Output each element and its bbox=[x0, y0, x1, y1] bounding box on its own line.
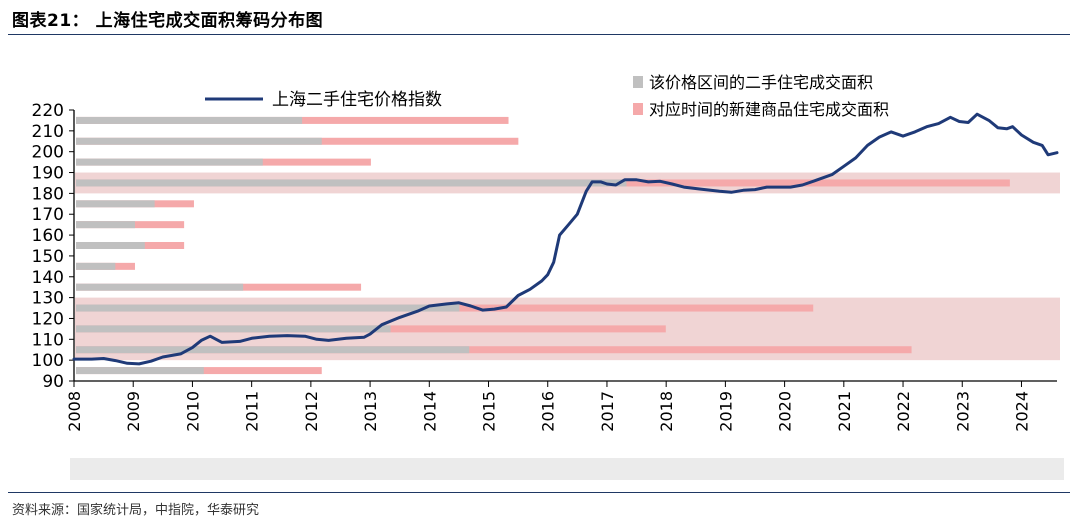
footer-rule bbox=[8, 492, 1070, 493]
x-tick-label: 2008 bbox=[65, 391, 84, 432]
y-tick-label: 140 bbox=[32, 268, 64, 288]
x-tick-label: 2011 bbox=[243, 391, 262, 432]
x-tick-label: 2020 bbox=[776, 391, 795, 432]
x-tick-label: 2018 bbox=[657, 391, 676, 432]
y-tick-label: 90 bbox=[42, 372, 64, 392]
bar-grey-135 bbox=[76, 283, 244, 291]
legend-pink-label: 对应时间的新建商品住宅成交面积 bbox=[649, 100, 889, 119]
legend: 上海二手住宅价格指数 该价格区间的二手住宅成交面积 对应时间的新建商品住宅成交面… bbox=[205, 73, 889, 119]
bar-grey-105 bbox=[76, 346, 470, 354]
y-tick-label: 190 bbox=[32, 164, 64, 184]
x-axis-label-band bbox=[70, 458, 1064, 480]
series-line-price-index bbox=[72, 112, 1059, 366]
bar-grey-215 bbox=[76, 116, 303, 124]
y-tick-label: 100 bbox=[32, 351, 64, 371]
x-tick-label: 2023 bbox=[953, 391, 972, 432]
y-tick-label: 180 bbox=[32, 184, 64, 204]
bar-pink-105 bbox=[76, 346, 912, 354]
legend-pink-swatch bbox=[633, 103, 643, 115]
bar-grey-155 bbox=[76, 242, 145, 249]
y-tick-label: 200 bbox=[32, 143, 64, 163]
y-tick-label: 150 bbox=[32, 247, 64, 267]
y-tick-label: 160 bbox=[32, 226, 64, 246]
x-tick-label: 2024 bbox=[1012, 391, 1031, 432]
bar-grey-205 bbox=[76, 137, 322, 145]
x-tick-label: 2010 bbox=[183, 391, 202, 432]
y-tick-label: 210 bbox=[32, 122, 64, 142]
x-tick-label: 2012 bbox=[302, 391, 321, 432]
x-tick-label: 2019 bbox=[716, 391, 735, 432]
figure-title: 图表21： 上海住宅成交面积筹码分布图 bbox=[12, 11, 324, 31]
bar-grey-165 bbox=[76, 221, 135, 229]
bar-grey-195 bbox=[76, 158, 263, 166]
bar-grey-175 bbox=[76, 200, 155, 208]
legend-grey-label: 该价格区间的二手住宅成交面积 bbox=[649, 73, 873, 92]
bar-grey-145 bbox=[76, 262, 116, 270]
bar-grey-95 bbox=[76, 367, 204, 375]
bar-grey-185 bbox=[76, 179, 627, 187]
y-tick-label: 120 bbox=[32, 309, 64, 329]
y-tick-label: 130 bbox=[32, 289, 64, 309]
legend-line-label: 上海二手住宅价格指数 bbox=[272, 90, 442, 110]
price-line bbox=[72, 112, 1059, 366]
volume-bars bbox=[76, 116, 1010, 375]
price-index-chart: 9010011012013014015016017018019020021022… bbox=[32, 73, 1064, 480]
x-tick-label: 2017 bbox=[598, 391, 617, 432]
bar-grey-125 bbox=[76, 304, 460, 312]
x-tick-label: 2009 bbox=[124, 391, 143, 432]
x-tick-label: 2021 bbox=[835, 391, 854, 432]
x-tick-label: 2014 bbox=[420, 391, 439, 432]
x-tick-label: 2013 bbox=[361, 391, 380, 432]
legend-grey-swatch bbox=[633, 76, 643, 88]
y-tick-label: 220 bbox=[32, 101, 64, 121]
y-tick-label: 170 bbox=[32, 205, 64, 225]
x-tick-label: 2016 bbox=[539, 391, 558, 432]
y-tick-label: 110 bbox=[32, 330, 64, 350]
axes: 9010011012013014015016017018019020021022… bbox=[32, 101, 1057, 432]
bar-grey-115 bbox=[76, 325, 391, 333]
title-rule bbox=[8, 34, 1070, 35]
x-tick-label: 2015 bbox=[480, 391, 499, 432]
source-note: 资料来源：国家统计局，中指院，华泰研究 bbox=[12, 503, 260, 518]
x-tick-label: 2022 bbox=[894, 391, 913, 432]
